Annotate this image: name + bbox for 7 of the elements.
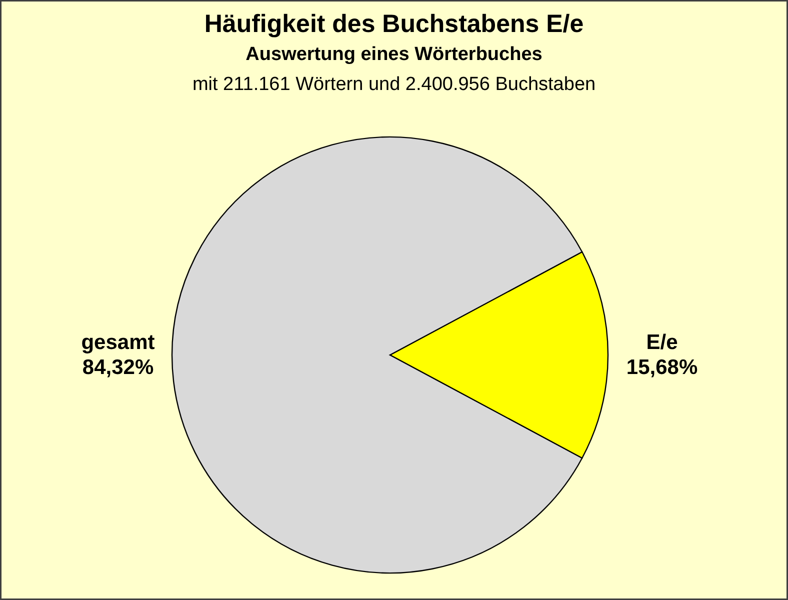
text: mit 211.161 Wörtern und 2.400.956 Buchstaben xyxy=(192,74,596,95)
chart-title: Häufigkeit des Buchstabens E/e xyxy=(204,10,584,38)
slice-label: E/e xyxy=(646,331,678,354)
chart-subtitle: Auswertung eines Wörterbuches xyxy=(246,44,542,65)
slice-label: gesamt xyxy=(81,331,155,354)
data-label: 84,32% xyxy=(82,356,154,379)
data-label: 15,68% xyxy=(626,356,698,379)
